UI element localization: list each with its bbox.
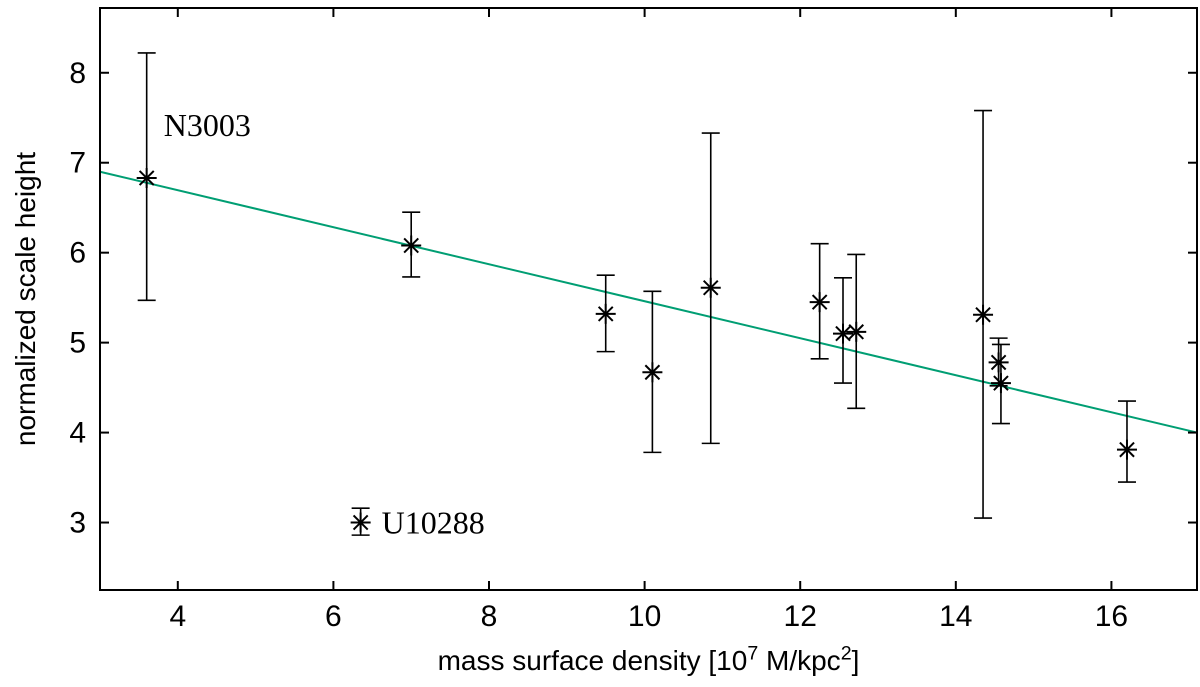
data-point [846, 253, 867, 410]
data-point [833, 277, 854, 384]
y-tick-label: 3 [69, 507, 86, 540]
asterisk-marker [848, 324, 865, 340]
data-point [988, 337, 1009, 387]
x-tick-label: 10 [628, 600, 661, 633]
data-point [401, 211, 422, 278]
y-tick-label: 7 [69, 147, 86, 180]
x-tick-label: 16 [1095, 600, 1128, 633]
x-tick-label: 8 [481, 600, 498, 633]
x-axis-label-text: mass surface density [10 [437, 645, 748, 676]
data-point [809, 242, 830, 360]
asterisk-marker [403, 237, 419, 254]
y-axis-label: normalized scale height [10, 151, 41, 447]
trend-line [99, 170, 1198, 434]
x-axis-label-sup-7: 7 [747, 642, 759, 665]
x-tick-label: 4 [169, 600, 186, 633]
x-axis-label: mass surface density [107 M/kpc2] [100, 642, 1197, 677]
asterisk-marker [835, 325, 851, 342]
asterisk-marker [597, 306, 614, 322]
asterisk-marker [975, 306, 991, 323]
asterisk-marker [1119, 441, 1135, 458]
data-point [642, 290, 663, 454]
y-tick-label: 4 [69, 417, 86, 450]
asterisk-marker [702, 279, 719, 296]
x-axis-label-close: ] [851, 645, 860, 676]
y-tick-label: 8 [69, 57, 86, 90]
data-point [136, 52, 157, 302]
asterisk-marker [990, 354, 1007, 371]
x-tick-label: 14 [939, 600, 972, 633]
asterisk-marker [138, 170, 155, 186]
data-point [350, 507, 371, 536]
data-point [700, 132, 721, 445]
annotation-N3003: N3003 [164, 107, 251, 143]
annotation-U10288: U10288 [382, 505, 485, 541]
data-point [990, 343, 1011, 425]
asterisk-marker [993, 375, 1009, 391]
x-axis-label-sup-2: 2 [840, 642, 852, 665]
y-tick-label: 6 [69, 237, 86, 270]
y-tick-label: 5 [69, 327, 86, 360]
data-point [1116, 400, 1137, 483]
asterisk-marker [644, 364, 661, 381]
asterisk-marker [352, 514, 369, 531]
x-tick-label: 6 [325, 600, 342, 633]
data-point [595, 274, 616, 353]
plot-border [99, 7, 1198, 591]
data-point [973, 109, 994, 519]
x-tick-label: 12 [784, 600, 817, 633]
asterisk-marker [811, 294, 828, 310]
x-axis-label-units: M/kpc [758, 645, 841, 676]
